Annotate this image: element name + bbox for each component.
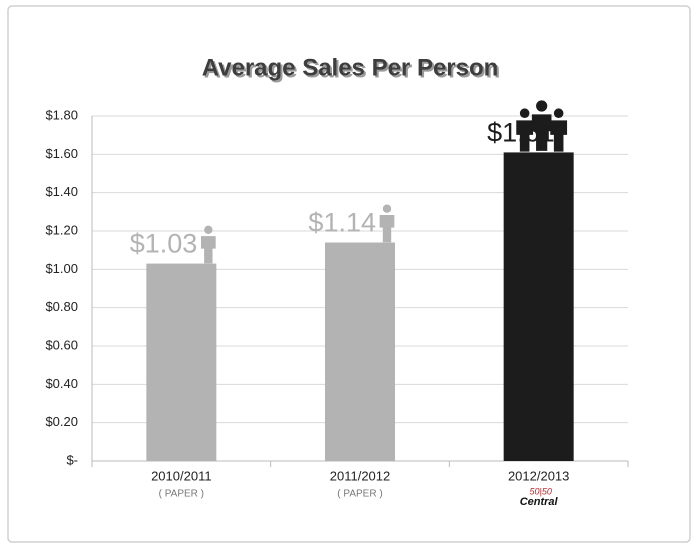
x-sublabel: ( PAPER ): [159, 489, 204, 500]
y-tick-label: $-: [66, 452, 78, 467]
person-icon: [553, 108, 564, 119]
y-tick-label: $1.40: [45, 184, 78, 199]
y-tick-label: $0.20: [45, 414, 78, 429]
y-tick-label: $1.80: [45, 107, 78, 122]
person-icon: [536, 100, 548, 112]
x-tick-label: 2011/2012: [330, 468, 391, 483]
y-tick-label: $0.80: [45, 299, 78, 314]
x-tick-label: 2010/2011: [151, 468, 212, 483]
person-icon: [550, 120, 568, 152]
logo-text: 50|50: [529, 486, 551, 496]
bar: [146, 263, 217, 461]
logo-text: Central: [520, 496, 559, 508]
y-tick-label: $1.20: [45, 222, 78, 237]
chart-title: Average Sales Per Person: [202, 54, 499, 81]
person-icon: [382, 204, 392, 213]
person-icon: [379, 215, 395, 243]
person-icon: [204, 225, 213, 234]
person-icon: [531, 114, 552, 151]
y-tick-label: $1.00: [45, 261, 78, 276]
bar: [325, 242, 395, 461]
person-icon: [516, 120, 534, 152]
title-shadow: Average Sales Per Person: [204, 56, 501, 83]
x-tick-label: 2012/2013: [508, 468, 569, 483]
bar: [503, 152, 574, 461]
y-tick-label: $0.40: [45, 376, 78, 391]
person-icon: [200, 236, 216, 264]
value-label: $1.03: [130, 229, 198, 259]
value-label: $1.14: [308, 208, 376, 238]
x-sublabel: ( PAPER ): [337, 489, 382, 500]
person-icon: [519, 108, 530, 119]
y-tick-label: $0.60: [45, 337, 78, 352]
y-tick-label: $1.60: [45, 146, 78, 161]
